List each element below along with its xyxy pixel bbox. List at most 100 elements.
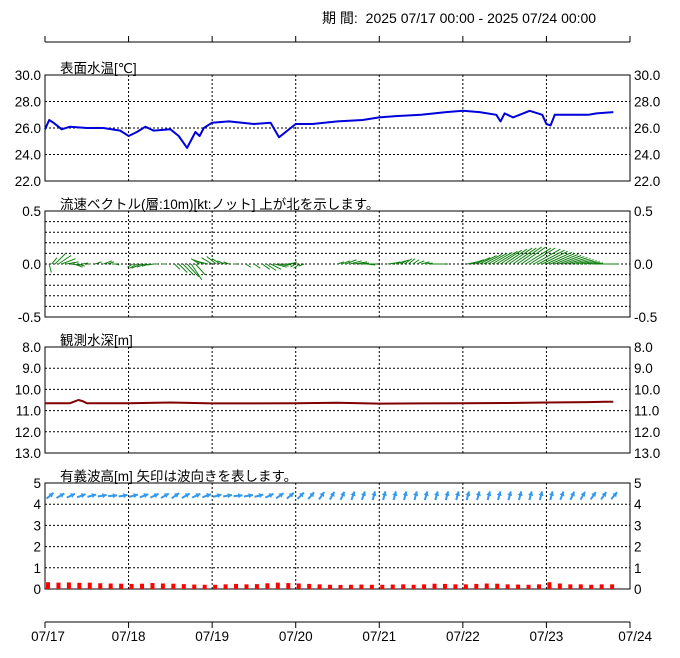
current-vector [186, 263, 200, 278]
wave-direction-arrow [538, 491, 544, 501]
arrow-head [195, 493, 201, 498]
wave-height-bar [338, 584, 343, 589]
x-tick-label: 07/23 [530, 629, 564, 644]
wave-direction-arrow [381, 491, 387, 501]
y-tick-label-left: 22.0 [15, 174, 41, 189]
y-tick-label-left: 2 [33, 540, 41, 555]
current-vector [129, 263, 138, 269]
wave-height-bar [369, 584, 374, 589]
current-vector [291, 261, 298, 265]
wave-height-bar [140, 583, 145, 589]
current-vector [131, 263, 142, 269]
current-vector [290, 263, 296, 268]
current-vector [554, 253, 579, 265]
wave-direction-arrow [307, 491, 315, 500]
wave-height-bar [317, 584, 322, 589]
wave-height-bar [56, 582, 61, 589]
wave-direction-arrow [423, 491, 429, 501]
current-vector [588, 262, 604, 265]
arrow-head [538, 491, 544, 497]
wave-height-bar [505, 584, 510, 589]
current-vector [366, 263, 376, 266]
wave-height-bar [192, 584, 197, 589]
arrow-head [591, 492, 596, 498]
arrow-head [278, 493, 284, 498]
y-tick-label-right: 0 [634, 582, 642, 597]
current-vector [425, 262, 433, 265]
wave-direction-arrow [87, 493, 97, 499]
arrow-head [340, 491, 345, 497]
wave-direction-arrow [402, 491, 408, 501]
wave-height-bar [610, 584, 615, 589]
wave-direction-arrow [139, 493, 149, 499]
x-tick-label: 07/24 [618, 629, 652, 644]
arrow-head [184, 493, 190, 498]
wave-height-bar [380, 584, 385, 589]
current-vector [174, 263, 181, 270]
arrow-head [238, 493, 243, 499]
current-vector [354, 261, 368, 265]
wave-height-bar [526, 584, 531, 589]
plot-frame [44, 346, 631, 454]
current-vector [115, 263, 120, 266]
y-tick-label-left: 9.0 [22, 361, 41, 376]
current-vector [283, 263, 292, 266]
wave-direction-arrow [444, 491, 450, 501]
top-time-axis [44, 36, 631, 43]
period-range: 2025 07/17 00:00 - 2025 07/24 00:00 [365, 10, 597, 26]
current-vector [479, 255, 497, 265]
y-tick-label-right: 4 [634, 497, 642, 512]
current-vector [349, 260, 362, 265]
wave-direction-arrow [66, 492, 76, 499]
arrow-head [381, 491, 387, 497]
y-tick-label-left: 8.0 [22, 340, 41, 355]
arrow-head [288, 492, 294, 498]
y-tick-label-left: 26.0 [15, 121, 41, 136]
current-vector [298, 263, 305, 267]
y-tick-label-left: 0 [33, 582, 41, 597]
current-vector [337, 261, 345, 265]
y-tick-label-left: 5 [33, 476, 41, 491]
wave-direction-arrow [559, 491, 565, 501]
arrow-head [163, 493, 169, 498]
wave-height-bar [422, 584, 427, 589]
arrow-head [48, 492, 54, 498]
wave-direction-arrow [610, 491, 618, 500]
current-vector [516, 246, 542, 265]
wave-direction-arrow [181, 492, 191, 499]
y-tick-label-right: 1 [634, 561, 642, 576]
arrow-head [350, 491, 356, 497]
wave-direction-arrow [454, 491, 460, 501]
wave-height-bar [589, 584, 594, 589]
arrow-head [402, 491, 408, 497]
current-vector-panel: 0.5 0.5 0.0 0.0 -0.5 -0.5 流速ベクトル(層:10m)[kt:ノット… [18, 197, 658, 325]
y-tick-label-right: -0.5 [634, 310, 657, 325]
wave-direction-arrow [328, 491, 336, 501]
current-vector [182, 263, 194, 275]
y-tick-label-left: 30.0 [15, 68, 41, 83]
current-vector [65, 261, 79, 265]
arrow-head [361, 491, 366, 497]
arrow-head [248, 493, 253, 499]
y-tick-label-left: 1 [33, 561, 41, 576]
current-vector [404, 258, 413, 265]
current-vector [54, 253, 66, 265]
depth-panel: 8.0 8.0 9.0 9.0 10.0 10.0 11.0 11.0 12.0 12.0 13.0… [15, 332, 661, 461]
arrow-head [434, 491, 440, 497]
current-vector [270, 263, 282, 270]
wave-height-panel: 5 5 4 4 3 3 2 2 1 1 0 0 有義波高[m] 矢印は波向きを表します。 [33, 468, 642, 597]
y-tick-label-left: 24.0 [15, 148, 41, 163]
wave-title: 有義波高[m] 矢印は波向きを表します。 [60, 468, 297, 484]
arrow-head [153, 493, 159, 498]
arrow-head [496, 491, 502, 497]
y-tick-label-right: 3 [634, 518, 642, 533]
wave-height-bar [202, 584, 207, 589]
temperature-series-line [44, 109, 614, 149]
y-tick-label-right: 0.0 [634, 257, 653, 272]
current-vector [107, 261, 115, 265]
wave-direction-arrow [171, 492, 180, 500]
x-tick-label: 07/20 [279, 629, 313, 644]
arrow-head [216, 493, 222, 499]
current-vector [127, 263, 134, 268]
wave-direction-arrow [579, 491, 586, 501]
